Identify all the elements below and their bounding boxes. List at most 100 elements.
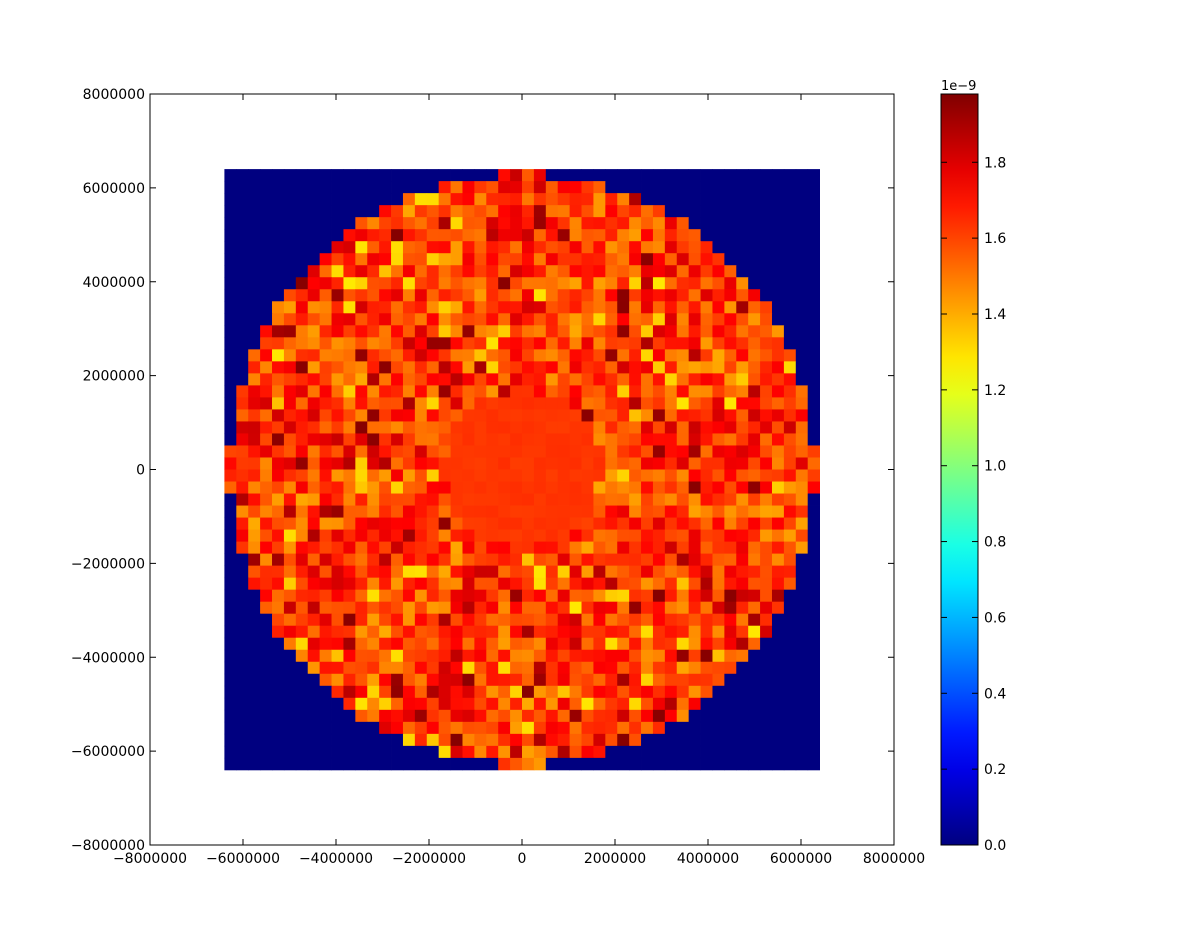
heatmap-cell xyxy=(807,349,820,362)
heatmap-cell xyxy=(736,205,749,218)
heatmap-cell xyxy=(498,301,511,314)
heatmap-cell xyxy=(498,697,511,711)
heatmap-cell xyxy=(438,217,451,230)
heatmap-cell xyxy=(343,421,356,434)
heatmap-cell xyxy=(462,265,475,278)
heatmap-cell xyxy=(224,529,237,542)
heatmap-cell xyxy=(319,349,332,362)
heatmap-cell xyxy=(629,625,642,639)
heatmap-cell xyxy=(771,229,785,242)
heatmap-cell xyxy=(771,469,785,482)
heatmap-cell xyxy=(545,541,559,555)
heatmap-cell xyxy=(783,241,797,254)
heatmap-cell xyxy=(593,757,606,771)
heatmap-cell xyxy=(641,613,654,627)
heatmap-cell xyxy=(307,289,321,302)
heatmap-cell xyxy=(367,349,380,362)
heatmap-cell xyxy=(700,625,713,639)
heatmap-cell xyxy=(557,613,571,627)
heatmap-cell xyxy=(295,637,309,651)
heatmap-cell xyxy=(569,169,582,182)
heatmap-cell xyxy=(676,613,690,627)
heatmap-cell xyxy=(736,601,749,615)
heatmap-cell xyxy=(319,709,332,723)
heatmap-cell xyxy=(569,265,582,278)
heatmap-cell xyxy=(343,541,356,555)
heatmap-cell xyxy=(367,193,380,206)
heatmap-cell xyxy=(260,505,273,518)
heatmap-cell xyxy=(367,313,380,326)
heatmap-cell xyxy=(545,397,559,410)
heatmap-cell xyxy=(248,337,261,350)
heatmap-cell xyxy=(664,337,678,350)
heatmap-cell xyxy=(438,493,451,506)
heatmap-cell xyxy=(331,349,344,362)
heatmap-cell xyxy=(510,241,523,254)
heatmap-cell xyxy=(760,589,773,603)
heatmap-cell xyxy=(557,205,571,218)
heatmap-cell xyxy=(676,697,690,711)
heatmap-cell xyxy=(391,577,404,591)
heatmap-cell xyxy=(522,601,535,615)
heatmap-cell xyxy=(688,217,701,230)
heatmap-cell xyxy=(557,589,571,603)
heatmap-cell xyxy=(712,397,725,410)
heatmap-cell xyxy=(724,181,737,194)
heatmap-cell xyxy=(331,457,344,470)
heatmap-cell xyxy=(402,637,416,651)
heatmap-cell xyxy=(295,241,309,254)
heatmap-cell xyxy=(402,493,416,506)
heatmap-cell xyxy=(510,673,523,687)
heatmap-cell xyxy=(641,349,654,362)
heatmap-cell xyxy=(652,517,666,530)
heatmap-cell xyxy=(355,421,368,434)
heatmap-cell xyxy=(391,697,404,711)
heatmap-cell xyxy=(783,565,797,579)
heatmap-cell xyxy=(522,721,535,735)
heatmap-cell xyxy=(343,565,356,579)
heatmap-cell xyxy=(641,517,654,530)
heatmap-cell xyxy=(676,589,690,603)
heatmap-cell xyxy=(248,265,261,278)
heatmap-cell xyxy=(771,757,785,771)
heatmap-cell xyxy=(724,289,737,302)
heatmap-cell xyxy=(617,457,630,470)
heatmap-cell xyxy=(510,169,523,182)
heatmap-cell xyxy=(343,685,356,699)
heatmap-cell xyxy=(510,649,523,663)
heatmap-cell xyxy=(522,757,535,771)
heatmap-cell xyxy=(688,313,701,326)
heatmap-cell xyxy=(331,757,344,771)
heatmap-cell xyxy=(343,697,356,711)
heatmap-cell xyxy=(355,541,368,555)
heatmap-cell xyxy=(581,313,594,326)
heatmap-cell xyxy=(569,757,582,771)
heatmap-cell xyxy=(295,181,309,194)
heatmap-cell xyxy=(676,445,690,458)
heatmap-cell xyxy=(688,253,701,266)
heatmap-cell xyxy=(391,757,404,771)
heatmap-cell xyxy=(367,529,380,542)
heatmap-cell xyxy=(391,265,404,278)
heatmap-cell xyxy=(379,241,392,254)
heatmap-cell xyxy=(295,313,309,326)
heatmap-cell xyxy=(760,529,773,542)
heatmap-cell xyxy=(700,745,713,759)
heatmap-cell xyxy=(557,697,571,711)
heatmap-cell xyxy=(402,217,416,230)
heatmap-cell xyxy=(629,445,642,458)
heatmap-cell xyxy=(736,193,749,206)
heatmap-cell xyxy=(795,649,809,663)
heatmap-cell xyxy=(426,301,440,314)
heatmap-cell xyxy=(771,625,785,639)
heatmap-cell xyxy=(474,469,487,482)
heatmap-cell xyxy=(343,505,356,518)
heatmap-cell xyxy=(307,613,321,627)
heatmap-cell xyxy=(688,301,701,314)
heatmap-cell xyxy=(462,481,475,494)
heatmap-cell xyxy=(557,325,571,338)
heatmap-cell xyxy=(545,613,559,627)
heatmap-cell xyxy=(641,673,654,687)
heatmap-cell xyxy=(260,433,273,446)
heatmap-cell xyxy=(224,277,237,290)
